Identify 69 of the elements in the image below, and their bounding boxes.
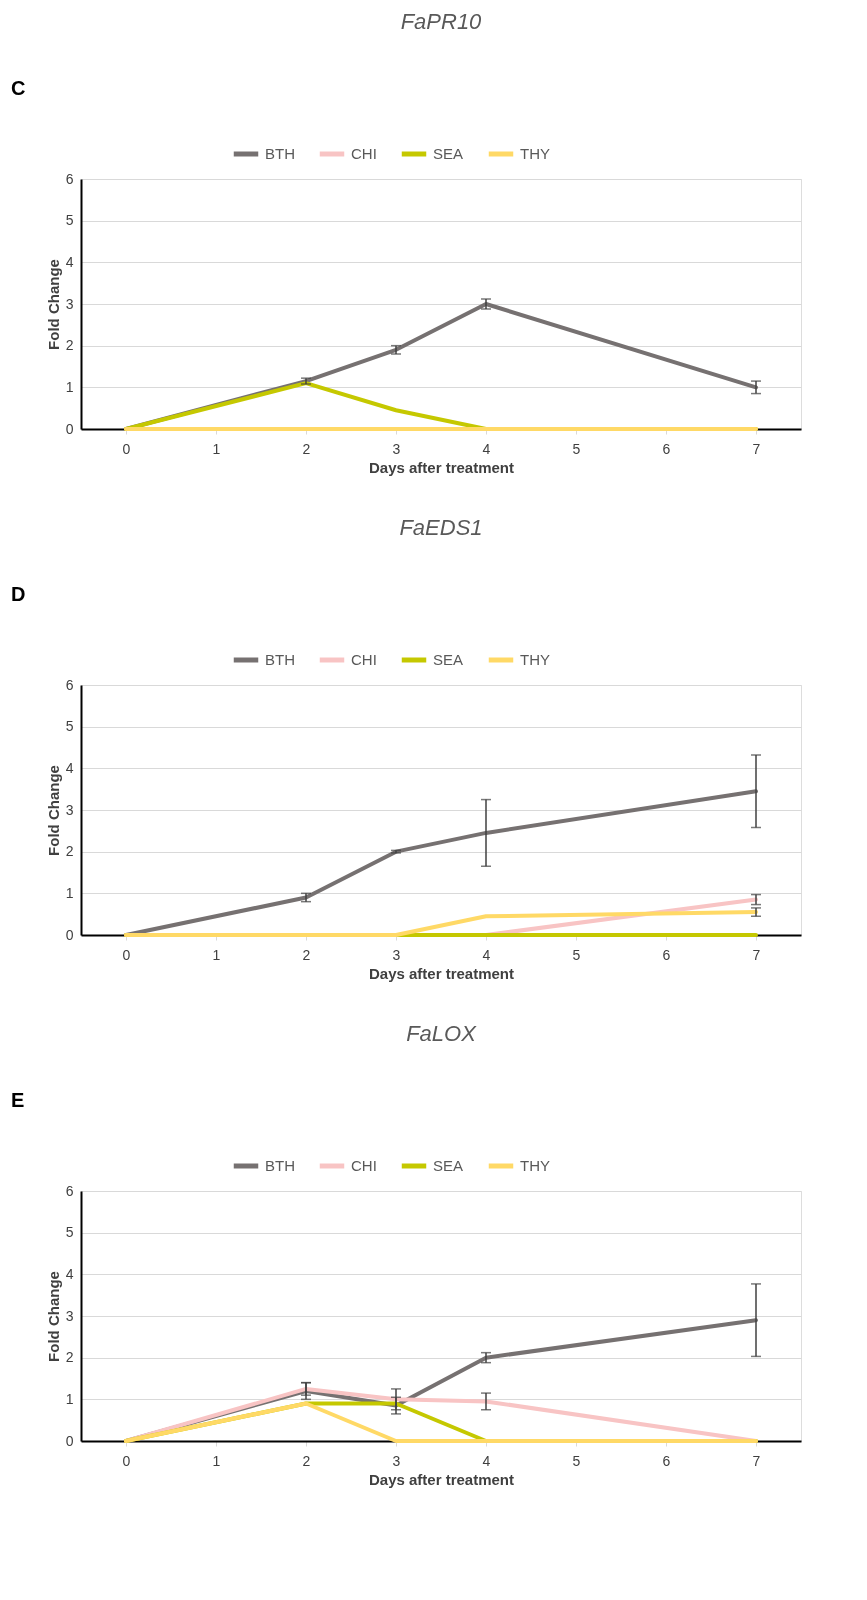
x-axis-title: Days after treatment [368,458,515,476]
y-tick-label: 2 [65,843,74,860]
x-tick-label: 2 [302,1452,311,1469]
x-axis-title: Days after treatment [368,1470,515,1488]
y-tick-label: 0 [65,926,74,943]
x-tick-label: 3 [392,1452,401,1469]
y-tick-label: 2 [65,1349,74,1366]
chart-title: FaEDS1 [399,515,483,540]
y-tick-label: 6 [65,1182,74,1199]
y-tick-label: 6 [65,676,74,693]
y-tick-label: 5 [65,718,74,735]
y-tick-label: 5 [65,212,74,229]
x-tick-label: 4 [482,946,491,963]
y-tick-label: 1 [65,884,74,901]
x-tick-label: 4 [482,1452,491,1469]
y-tick-label: 1 [65,1390,74,1407]
y-tick-label: 4 [65,759,74,776]
x-tick-label: 5 [572,1452,581,1469]
x-tick-label: 0 [122,946,131,963]
y-tick-label: 0 [65,1432,74,1449]
x-tick-label: 3 [392,440,401,457]
legend-label: CHI [351,651,377,668]
text: C [11,77,26,99]
x-tick-label: 6 [662,946,671,963]
x-tick-label: 7 [752,1452,761,1469]
y-tick-label: 3 [65,1307,74,1324]
x-tick-label: 3 [392,946,401,963]
y-axis-title: Fold Change [44,765,62,856]
legend-label: BTH [265,145,295,162]
x-tick-label: 0 [122,1452,131,1469]
x-tick-label: 1 [212,1452,221,1469]
legend-label: THY [520,145,550,162]
x-tick-label: 7 [752,946,761,963]
y-tick-label: 5 [65,1224,74,1241]
x-tick-label: 7 [752,440,761,457]
y-tick-label: 4 [65,1265,74,1282]
y-tick-label: 3 [65,801,74,818]
legend-label: SEA [433,651,464,668]
x-tick-label: 4 [482,440,491,457]
y-axis-title: Fold Change [44,259,62,350]
y-axis-title: Fold Change [44,1271,62,1362]
x-tick-label: 1 [212,440,221,457]
x-tick-label: 5 [572,440,581,457]
legend-label: SEA [433,145,464,162]
chart-title: FaPR10 [400,9,483,34]
chart-title: FaLOX [406,1021,478,1046]
x-tick-label: 5 [572,946,581,963]
legend-label: BTH [265,1157,295,1174]
x-axis-title: Days after treatment [368,964,515,982]
x-tick-label: 1 [212,946,221,963]
y-tick-label: 4 [65,253,74,270]
x-tick-label: 2 [302,440,311,457]
x-tick-label: 2 [302,946,311,963]
x-tick-label: 6 [662,440,671,457]
text: D [11,583,26,605]
legend-label: THY [520,651,550,668]
legend-label: CHI [351,145,377,162]
y-tick-label: 2 [65,337,74,354]
x-tick-label: 0 [122,440,131,457]
y-tick-label: 3 [65,295,74,312]
y-tick-label: 6 [65,170,74,187]
y-tick-label: 1 [65,378,74,395]
y-tick-label: 0 [65,420,74,437]
legend-label: THY [520,1157,550,1174]
legend-label: BTH [265,651,295,668]
legend-label: CHI [351,1157,377,1174]
x-tick-label: 6 [662,1452,671,1469]
text: E [11,1089,25,1111]
legend-label: SEA [433,1157,464,1174]
